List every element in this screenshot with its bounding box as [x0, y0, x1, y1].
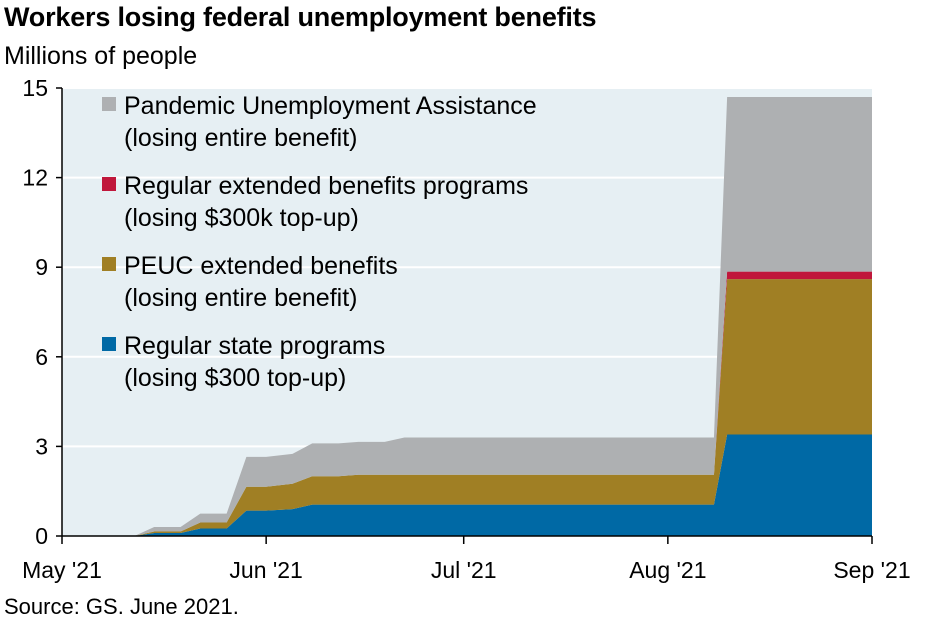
y-axis-ticks: 0 3 6 9 12 15: [22, 75, 62, 549]
x-tick-label-0: May '21: [22, 557, 102, 583]
legend-swatch-peuc-extended-benefits: [102, 257, 116, 271]
legend-sublabel-pandemic-unemployment-assistance: (losing entire benefit): [124, 124, 357, 152]
x-tick-label-4: Sep '21: [833, 557, 910, 583]
x-tick-label-1: Jun '21: [229, 557, 302, 583]
legend-swatch-regular-extended-benefits-programs: [102, 177, 116, 191]
axes: [61, 88, 872, 537]
chart-subtitle: Millions of people: [4, 42, 198, 70]
y-tick-label-0: 0: [35, 523, 48, 549]
chart-title: Workers losing federal unemployment bene…: [4, 2, 597, 32]
legend-label-regular-state-programs: Regular state programs: [124, 332, 385, 360]
legend-sublabel-regular-state-programs: (losing $300 top-up): [124, 364, 346, 392]
legend-swatch-pandemic-unemployment-assistance: [102, 97, 116, 111]
y-tick-label-12: 12: [22, 165, 48, 191]
x-tick-label-3: Aug '21: [629, 557, 706, 583]
legend-swatch-regular-state-programs: [102, 337, 116, 351]
y-tick-label-15: 15: [22, 75, 48, 101]
x-axis-ticks: May '21 Jun '21 Jul '21 Aug '21 Sep '21: [22, 536, 911, 583]
legend-label-regular-extended-benefits-programs: Regular extended benefits programs: [124, 172, 528, 200]
legend-sublabel-peuc-extended-benefits: (losing entire benefit): [124, 284, 357, 312]
x-tick-label-2: Jul '21: [431, 557, 497, 583]
y-tick-label-6: 6: [35, 344, 48, 370]
area-pandemic-unemployment-assistance: [62, 96, 872, 537]
legend-sublabel-regular-extended-benefits-programs: (losing $300k top-up): [124, 204, 359, 232]
y-tick-label-3: 3: [35, 433, 48, 459]
area-peuc-extended-benefits: [62, 279, 872, 536]
y-tick-label-9: 9: [35, 254, 48, 280]
stacked-area-chart: 0 3 6 9 12 15 May '21 Jun '21 Jul '21 Aug '21 Sep…: [22, 75, 911, 583]
source-note: Source: GS. June 2021.: [4, 594, 239, 619]
legend-label-peuc-extended-benefits: PEUC extended benefits: [124, 252, 398, 280]
area-regular-state-programs: [62, 434, 872, 536]
legend-label-pandemic-unemployment-assistance: Pandemic Unemployment Assistance: [124, 92, 537, 120]
series-areas: [62, 96, 872, 537]
legend: Pandemic Unemployment Assistance (losing …: [102, 92, 537, 392]
